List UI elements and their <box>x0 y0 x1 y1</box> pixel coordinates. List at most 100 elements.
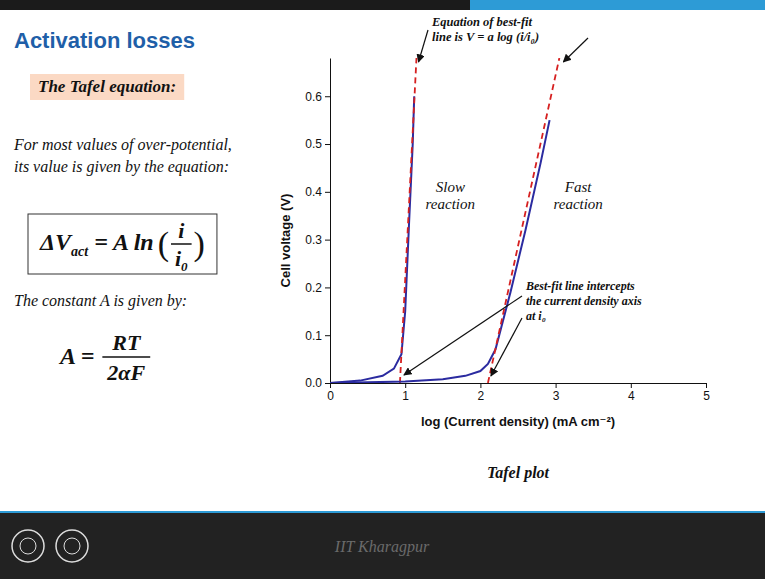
x-tick: 2 <box>478 383 485 403</box>
annotation-line: Slow <box>436 179 465 195</box>
equation-text: act <box>71 244 89 259</box>
annotation-arrow <box>404 296 522 375</box>
annotation-arrow <box>418 30 428 62</box>
y-tick-label: 0.5 <box>305 137 322 151</box>
annotation-line: Equation of best-fit <box>431 15 533 29</box>
plot-marks <box>330 58 559 383</box>
annotation: Tafel plot <box>487 464 550 482</box>
fraction-bar <box>102 356 150 358</box>
x-tick-mark <box>556 383 557 388</box>
footer-logo-inner <box>20 538 36 554</box>
equation-text: RT <box>111 330 142 355</box>
y-tick-label: 0.4 <box>305 185 322 199</box>
x-tick: 1 <box>402 383 409 403</box>
best-fit-line <box>400 58 417 383</box>
chart: 0 1 2 3 4 5 0.0 0.1 0.2 0.3 0.4 0.5 0.6 log (Current … <box>278 58 710 429</box>
fraction-bar <box>171 243 192 245</box>
background <box>0 0 765 579</box>
subheading-box <box>30 74 184 100</box>
x-tick-mark <box>631 383 632 388</box>
y-axis-title: Cell voltage (V) <box>278 194 293 288</box>
x-tick: 4 <box>628 383 635 403</box>
y-axis: 0.0 0.1 0.2 0.3 0.4 0.5 0.6 <box>305 59 330 391</box>
x-tick-label: 4 <box>628 389 635 403</box>
y-tick-mark <box>325 144 330 145</box>
x-tick-label: 5 <box>703 389 710 403</box>
annotation: Best-fit line interceptsthe current dens… <box>525 279 642 323</box>
y-tick-mark <box>325 96 330 97</box>
constant-text: The constant A is given by: <box>14 292 187 310</box>
y-tick-label: 0.3 <box>305 233 322 247</box>
subheading: The Tafel equation: <box>38 77 176 96</box>
annotation-line: Tafel plot <box>487 464 550 482</box>
annotation: Fastreaction <box>553 179 602 212</box>
equation-text: 2αF <box>106 360 145 385</box>
y-tick: 0.5 <box>305 137 330 151</box>
x-tick-label: 3 <box>553 389 560 403</box>
annotation-line: reaction <box>553 196 602 212</box>
equation-text: i <box>178 218 185 243</box>
x-axis-title: log (Current density) (mA cm⁻²) <box>421 414 615 429</box>
x-tick-label: 1 <box>402 389 409 403</box>
y-tick-mark <box>325 192 330 193</box>
slide-title: Activation losses <box>14 28 195 53</box>
x-tick: 5 <box>703 383 710 403</box>
equation-text: A = <box>58 343 94 369</box>
annotation: Equation of best-fitline is V = a log (i… <box>431 15 539 44</box>
footer-text: IIT Kharagpur <box>334 538 430 556</box>
x-tick-mark <box>405 383 406 388</box>
annotations: Equation of best-fitline is V = a log (i… <box>404 15 642 482</box>
annotation-arrow <box>491 318 522 376</box>
annotation-line: reaction <box>426 196 475 212</box>
y-tick-label: 0.0 <box>305 376 322 390</box>
y-tick-label: 0.6 <box>305 90 322 104</box>
equation-text: ΔV <box>39 229 73 255</box>
equation-box <box>28 214 217 274</box>
y-tick-mark <box>325 287 330 288</box>
y-tick: 0.6 <box>305 90 330 104</box>
y-tick-label: 0.2 <box>305 281 322 295</box>
equation-tafel: ΔVact= A ln(i0i) <box>28 214 217 274</box>
equation-text: ) <box>194 225 205 263</box>
equation-constant: A = RT 2αF <box>58 330 150 385</box>
annotation-line: the current density axis <box>526 294 642 308</box>
equation-text: 0 <box>181 259 188 274</box>
footer-logo <box>12 530 44 562</box>
y-tick-label: 0.1 <box>305 329 322 343</box>
footer-logo-inner <box>64 538 80 554</box>
x-tick: 0 <box>327 383 334 403</box>
x-tick-mark <box>480 383 481 388</box>
annotation-line: Best-fit line intercepts <box>525 279 635 293</box>
x-tick-label: 0 <box>327 389 334 403</box>
x-axis: 0 1 2 3 4 5 <box>327 383 710 403</box>
y-tick: 0.0 <box>305 376 330 390</box>
top-band-accent <box>470 0 765 10</box>
y-tick-mark <box>325 383 330 384</box>
x-axis-line <box>331 383 707 384</box>
x-tick: 3 <box>553 383 560 403</box>
y-tick-mark <box>325 240 330 241</box>
slide: IIT Kharagpur Activation losses The Tafel … <box>0 0 765 579</box>
y-tick: 0.2 <box>305 281 330 295</box>
x-tick-mark <box>330 383 331 388</box>
y-tick: 0.4 <box>305 185 330 199</box>
footer-rule <box>0 511 765 513</box>
equation-text: ( <box>158 225 169 263</box>
footer-band <box>0 512 765 579</box>
x-tick-mark <box>706 383 707 388</box>
y-tick-mark <box>325 335 330 336</box>
intro-text: its value is given by the equation: <box>14 158 229 176</box>
annotation: Slowreaction <box>426 179 475 212</box>
equation-text: = A ln <box>94 229 153 255</box>
annotation-line: line is V = a log (i/i₀) <box>432 30 539 44</box>
best-fit-line <box>488 58 559 383</box>
y-axis-line <box>330 59 331 384</box>
y-tick: 0.1 <box>305 329 330 343</box>
footer-logo <box>56 530 88 562</box>
x-tick-label: 2 <box>478 389 485 403</box>
annotation-line: Fast <box>564 179 593 195</box>
top-band <box>0 0 765 10</box>
annotation-arrow <box>563 38 588 62</box>
intro-text: For most values of over-potential, <box>13 136 232 154</box>
annotation-line: at i₀ <box>526 309 546 323</box>
